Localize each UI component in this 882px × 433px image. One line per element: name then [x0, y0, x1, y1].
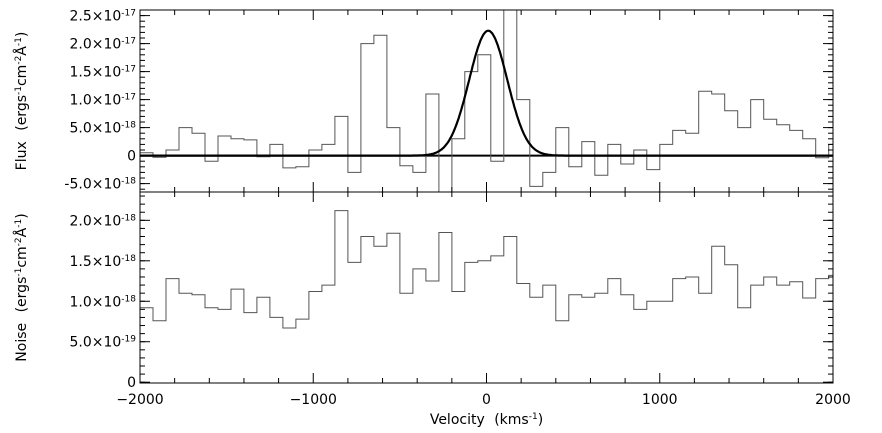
y-tick-label: 5.0×10-18: [69, 121, 136, 137]
x-tick-label: 2000: [815, 392, 851, 408]
flux-axis-title-units: (ergs: [14, 95, 30, 131]
noise-panel: 0 5.0×10-19 1.0×10-18 1.5×10-18 2.0×10-18 −20…: [13, 191, 851, 428]
velocity-axis-title-main: Velocity: [430, 412, 485, 428]
flux-ticks: -5.0×10-18 0 5.0×10-18 1.0×10-17 1.5×10-17 2.…: [64, 9, 834, 193]
y-tick-label: 0: [127, 375, 136, 391]
flux-axis-title-main: Flux: [14, 141, 30, 170]
y-tick-label: 0: [127, 149, 136, 165]
flux-spectrum-line: [140, 9, 833, 193]
x-tick-label: −1000: [290, 392, 337, 408]
x-tick-label: 1000: [642, 392, 678, 408]
noise-spectrum-line: [140, 210, 833, 329]
noise-axis-title: Noise (ergs-1cm-2Å-1): [13, 213, 30, 361]
noise-marks: [140, 210, 833, 329]
flux-panel: -5.0×10-18 0 5.0×10-18 1.0×10-17 1.5×10-17 2.…: [13, 9, 834, 193]
flux-marks: [140, 9, 833, 193]
noise-axis-title-main: Noise: [14, 323, 30, 362]
velocity-axis-title: Velocity (kms-1): [430, 412, 543, 428]
y-tick-label: 2.0×10-17: [69, 37, 136, 53]
x-tick-label: −2000: [116, 392, 163, 408]
gaussian-fit-line: [140, 29, 833, 157]
flux-axis-title: Flux (ergs-1cm-2Å-1): [13, 32, 30, 171]
y-tick-label: 2.5×10-17: [69, 9, 136, 25]
y-tick-label: 1.5×10-17: [69, 65, 136, 81]
y-tick-label: 1.0×10-17: [69, 93, 136, 109]
noise-ticks: 0 5.0×10-19 1.0×10-18 1.5×10-18 2.0×10-18 −20…: [69, 192, 851, 408]
y-tick-label: -5.0×10-18: [64, 177, 136, 193]
noise-axis-title-units: (ergs: [14, 277, 30, 313]
y-tick-label: 5.0×10-19: [69, 335, 136, 351]
velocity-axis-title-units: (kms: [494, 412, 529, 428]
y-tick-label: 1.5×10-18: [69, 254, 136, 270]
noise-panel-frame: [139, 191, 834, 384]
flux-panel-frame: [139, 9, 834, 193]
y-tick-label: 2.0×10-18: [69, 213, 136, 229]
x-tick-label: 0: [482, 392, 491, 408]
y-tick-label: 1.0×10-18: [69, 294, 136, 310]
